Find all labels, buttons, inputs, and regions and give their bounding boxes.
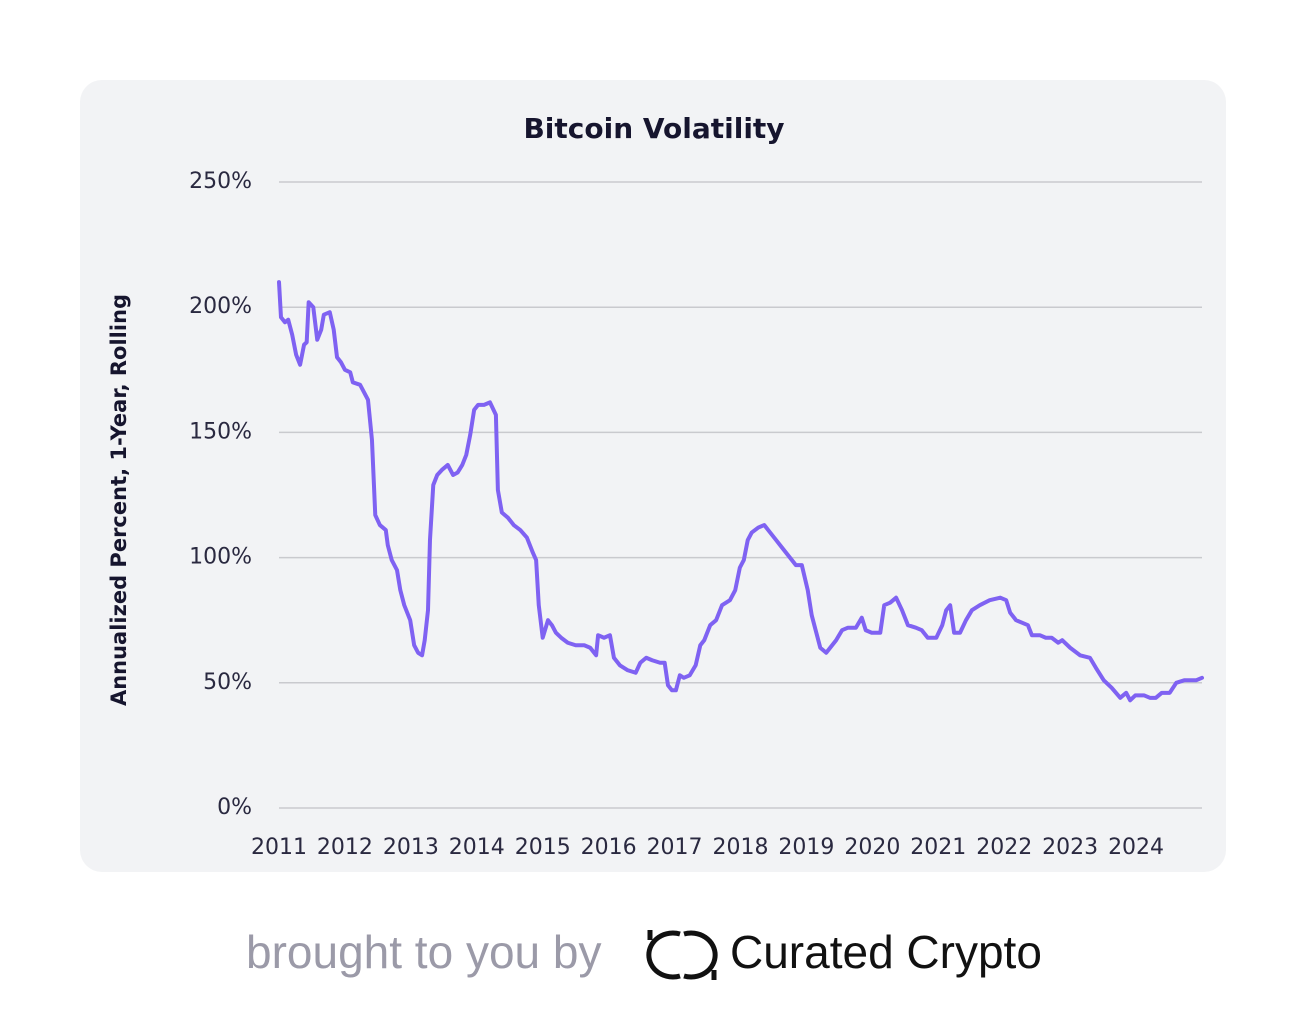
x-tick-label: 2021 — [910, 835, 966, 860]
x-tick-label: 2013 — [383, 835, 439, 860]
x-tick-label: 2016 — [581, 835, 637, 860]
x-tick-label: 2015 — [515, 835, 571, 860]
footer-brand: Curated Crypto — [730, 926, 1042, 978]
volatility-line — [277, 280, 1204, 703]
x-tick-label: 2017 — [647, 835, 703, 860]
footer-text: brought to you by — [246, 926, 601, 978]
chart-card — [80, 80, 1226, 872]
plot-area: 0% 50% 100% 150% 200% 250% 2011 2012 2013 2014 201… — [189, 169, 1204, 860]
y-tick-label: 100% — [189, 545, 252, 570]
x-tick-label: 2014 — [449, 835, 505, 860]
y-tick-label: 250% — [189, 169, 252, 194]
x-tick-label: 2011 — [251, 835, 307, 860]
x-tick-label: 2023 — [1042, 835, 1098, 860]
y-tick-label: 200% — [189, 294, 252, 319]
brand-logo — [646, 930, 718, 980]
chart-title: Bitcoin Volatility — [523, 112, 784, 145]
y-tick-label: 50% — [203, 670, 252, 695]
x-tick-label: 2019 — [778, 835, 834, 860]
y-axis-label: Annualized Percent, 1-Year, Rolling — [107, 294, 131, 706]
y-tick-label: 150% — [189, 419, 252, 444]
y-tick-label: 0% — [217, 795, 252, 820]
x-tick-label: 2012 — [317, 835, 373, 860]
x-tick-label: 2020 — [844, 835, 900, 860]
x-tick-label: 2024 — [1108, 835, 1164, 860]
x-tick-label: 2022 — [976, 835, 1032, 860]
x-tick-label: 2018 — [713, 835, 769, 860]
